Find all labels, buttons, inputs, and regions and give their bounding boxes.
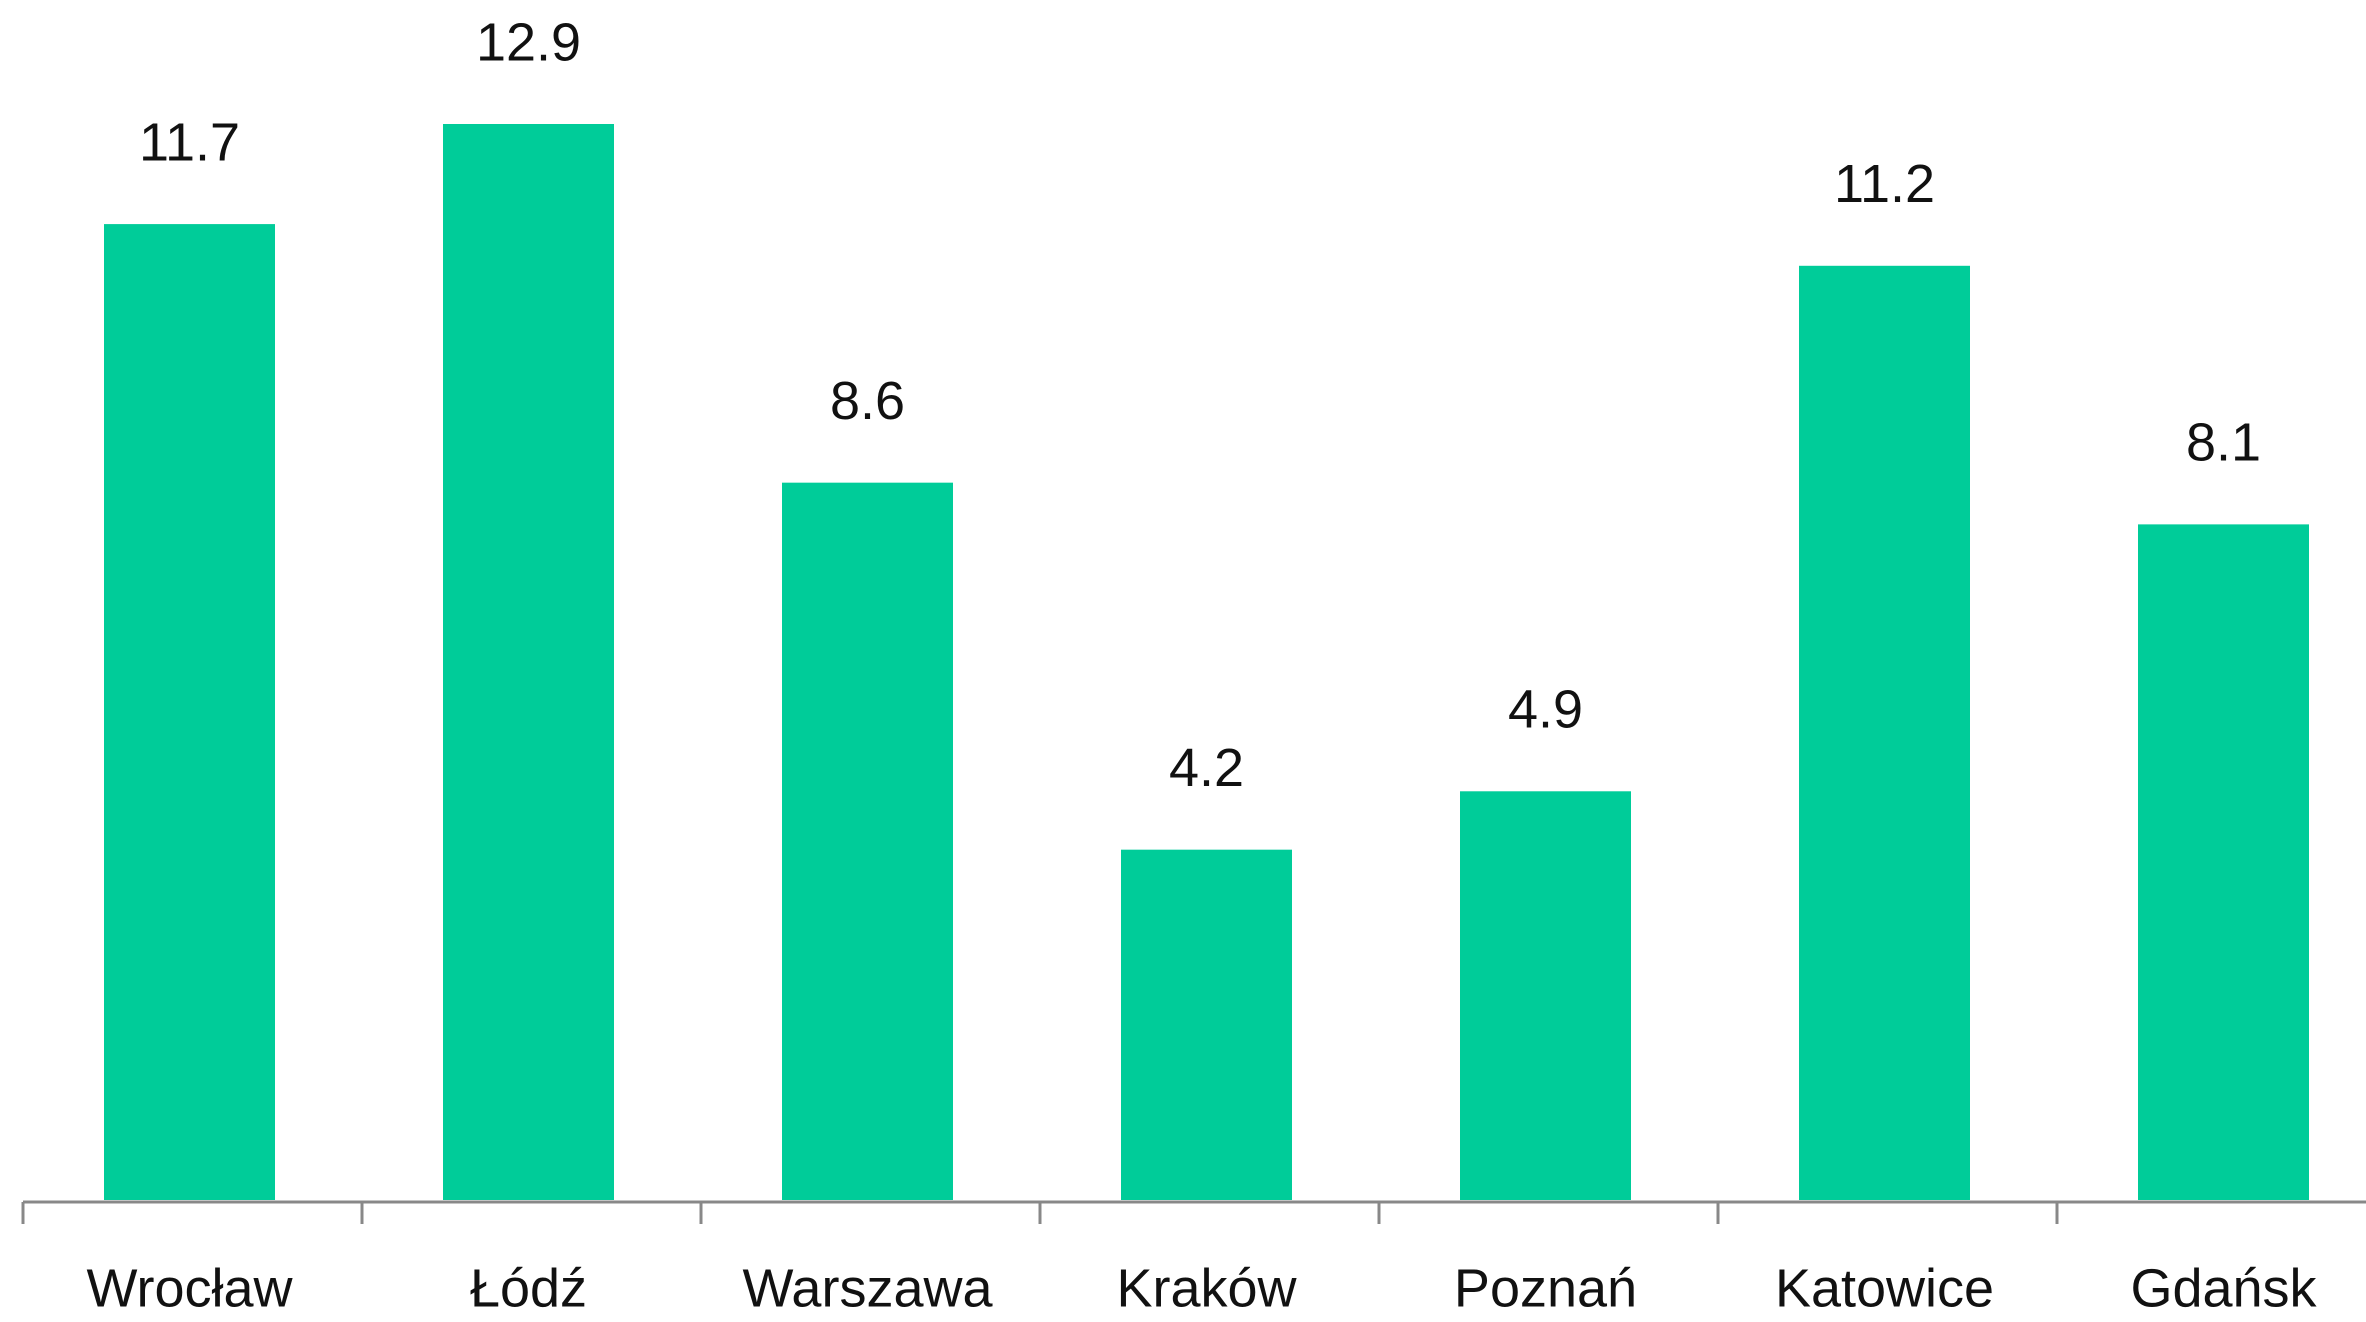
- bar: [443, 124, 614, 1200]
- x-tick-label: Warszawa: [742, 1258, 993, 1318]
- value-label: 11.2: [1834, 154, 1935, 214]
- value-label: 12.9: [476, 12, 581, 72]
- bar: [782, 482, 953, 1201]
- x-tick-label: Katowice: [1775, 1258, 1994, 1318]
- bar: [1121, 849, 1292, 1200]
- value-label: 11.7: [139, 112, 240, 172]
- value-label: 4.2: [1169, 738, 1244, 798]
- x-tick-label: Gdańsk: [2130, 1258, 2317, 1318]
- bar: [1799, 265, 1970, 1200]
- value-label: 8.1: [2186, 413, 2261, 473]
- x-tick-label: Wrocław: [86, 1258, 293, 1318]
- bar: [104, 224, 275, 1200]
- x-tick-label: Poznań: [1454, 1258, 1637, 1318]
- bar: [2138, 524, 2309, 1200]
- x-tick-label: Kraków: [1116, 1258, 1297, 1318]
- value-label: 8.6: [830, 371, 905, 431]
- bar: [1460, 791, 1631, 1200]
- x-tick-label: Łódź: [470, 1258, 587, 1318]
- value-label: 4.9: [1508, 680, 1583, 740]
